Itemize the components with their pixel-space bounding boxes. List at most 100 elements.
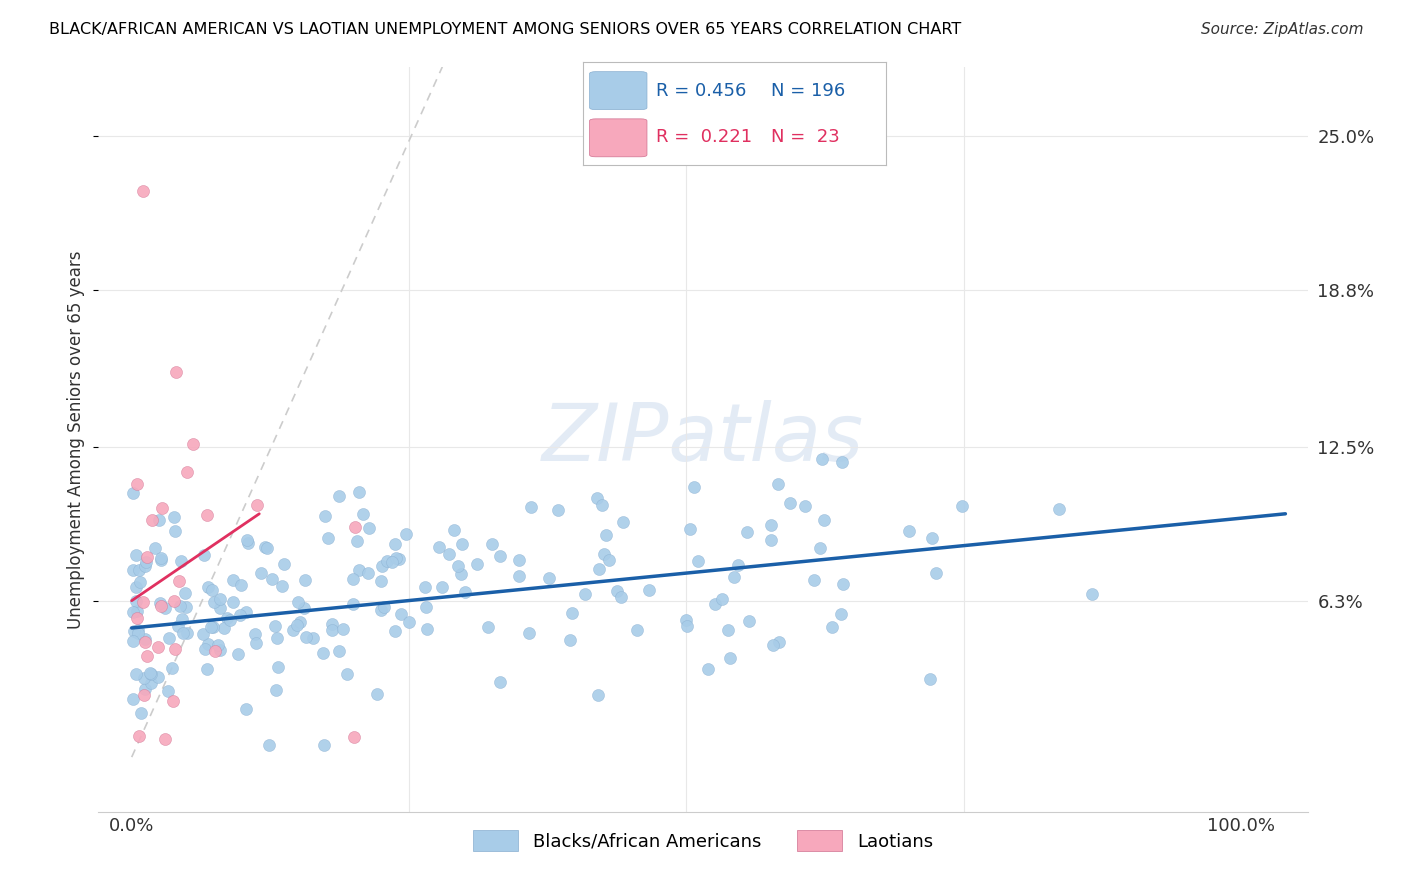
Point bbox=[197, 580, 219, 594]
Point bbox=[831, 455, 853, 469]
Point bbox=[779, 496, 801, 510]
Point bbox=[134, 632, 156, 646]
Point bbox=[574, 587, 596, 601]
Point bbox=[352, 507, 374, 521]
Point bbox=[370, 603, 392, 617]
Point bbox=[384, 624, 406, 638]
Point bbox=[263, 618, 285, 632]
Point bbox=[197, 637, 219, 651]
Point bbox=[135, 555, 157, 569]
Point bbox=[128, 729, 150, 743]
Text: N = 196: N = 196 bbox=[770, 82, 845, 100]
Point bbox=[683, 479, 706, 493]
Point bbox=[183, 437, 205, 451]
Point bbox=[598, 552, 620, 566]
Point bbox=[723, 569, 745, 583]
Point bbox=[235, 702, 257, 716]
Point bbox=[437, 548, 460, 562]
Point bbox=[710, 592, 733, 607]
Point bbox=[803, 573, 825, 587]
Point bbox=[139, 667, 162, 681]
Point bbox=[609, 591, 631, 605]
Point bbox=[794, 499, 817, 513]
Point bbox=[366, 687, 388, 701]
Point bbox=[163, 510, 186, 524]
Point bbox=[267, 660, 290, 674]
Point bbox=[243, 626, 266, 640]
Point bbox=[762, 638, 785, 652]
Point bbox=[134, 671, 156, 685]
Point bbox=[134, 682, 156, 697]
Point bbox=[347, 485, 370, 500]
Point bbox=[174, 586, 197, 600]
Point bbox=[560, 633, 582, 648]
Point bbox=[679, 522, 702, 536]
Point bbox=[222, 595, 245, 609]
Point bbox=[204, 644, 226, 658]
Point bbox=[295, 630, 318, 644]
Point bbox=[174, 600, 197, 615]
Point bbox=[676, 618, 699, 632]
Point bbox=[547, 502, 569, 516]
Point bbox=[735, 525, 758, 540]
Point bbox=[321, 617, 343, 632]
FancyBboxPatch shape bbox=[589, 71, 647, 110]
Point bbox=[201, 583, 224, 598]
Point bbox=[520, 500, 543, 514]
Point bbox=[162, 694, 184, 708]
Point bbox=[193, 549, 215, 563]
Point bbox=[1081, 586, 1104, 600]
Point bbox=[127, 611, 149, 625]
Point bbox=[810, 451, 832, 466]
Point bbox=[759, 533, 782, 548]
Point bbox=[342, 730, 364, 744]
Point bbox=[209, 592, 232, 607]
Point bbox=[209, 642, 232, 657]
Point bbox=[586, 688, 609, 702]
Point bbox=[215, 610, 238, 624]
Point bbox=[122, 691, 145, 706]
Point bbox=[132, 689, 155, 703]
Point bbox=[321, 624, 343, 638]
Point bbox=[830, 607, 852, 621]
Point bbox=[675, 613, 697, 627]
Point bbox=[266, 631, 288, 645]
Point bbox=[153, 600, 176, 615]
Point bbox=[124, 624, 146, 638]
Point bbox=[517, 626, 540, 640]
Point bbox=[122, 605, 145, 619]
Point bbox=[152, 500, 174, 515]
Point bbox=[157, 683, 180, 698]
Point bbox=[132, 184, 155, 198]
Point bbox=[342, 597, 364, 611]
Point bbox=[165, 365, 187, 379]
Point bbox=[167, 574, 190, 588]
Point bbox=[398, 615, 420, 629]
Point bbox=[311, 646, 333, 660]
Point bbox=[149, 550, 172, 565]
Text: R =  0.221: R = 0.221 bbox=[657, 128, 752, 145]
Point bbox=[385, 551, 408, 566]
Point bbox=[125, 548, 148, 562]
Point bbox=[236, 533, 259, 547]
Point bbox=[373, 600, 395, 615]
Point bbox=[508, 553, 530, 567]
Point bbox=[163, 524, 186, 538]
Point bbox=[121, 563, 143, 577]
Point bbox=[207, 638, 229, 652]
Point bbox=[231, 577, 253, 591]
Point bbox=[335, 666, 357, 681]
Point bbox=[294, 574, 316, 588]
Point bbox=[209, 601, 232, 615]
Point bbox=[384, 537, 406, 551]
Point bbox=[302, 631, 325, 645]
Point bbox=[150, 553, 173, 567]
Point bbox=[561, 606, 583, 620]
Point bbox=[595, 528, 617, 542]
Point bbox=[443, 523, 465, 537]
Point bbox=[346, 533, 368, 548]
Point bbox=[141, 513, 163, 527]
Point bbox=[287, 595, 309, 609]
Point bbox=[766, 477, 789, 491]
Point bbox=[127, 623, 149, 637]
